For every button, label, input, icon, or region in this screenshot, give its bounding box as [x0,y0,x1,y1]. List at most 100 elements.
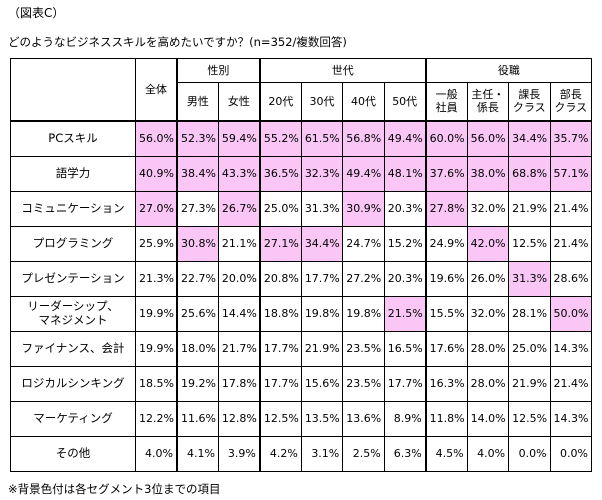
cell: 4.5% [424,435,468,472]
data-row: ファイナンス、会計 19.9% 18.0% 21.7% 17.7% 21.9% 23.5% 1… [10,330,593,367]
data-row: プログラミング 25.9% 30.8% 21.1% 27.1% 34.4% 24.7% 15.… [10,225,593,262]
cell: 42.0% [466,225,510,262]
cell: 27.3% [175,190,219,227]
cell: 60.0% [424,120,468,157]
cell: 19.2% [175,365,219,402]
cell: 15.6% [300,365,344,402]
cell: 14.0% [466,400,510,437]
cell: 27.2% [342,260,385,297]
cell: 56.0% [134,120,178,157]
cell: 19.8% [342,295,385,332]
cell: 26.0% [466,260,510,297]
cell: 12.2% [134,400,178,437]
cell: 27.1% [258,225,302,262]
cell: 20.8% [258,260,302,297]
cell: 52.3% [175,120,219,157]
data-row: PCスキル 56.0% 52.3% 59.4% 55.2% 61.5% 56.8% 49.4%… [10,120,593,157]
cell: 36.5% [258,155,302,192]
row-label: リーダーシップ、 マネジメント [10,295,136,332]
row-label: マーケティング [10,400,136,437]
cell: 24.7% [342,225,385,262]
cell: 31.3% [300,190,344,227]
cell: 32.0% [466,295,510,332]
cell: 14.4% [217,295,261,332]
data-row: 語学力 40.9% 38.4% 43.3% 36.5% 32.3% 49.4% 48.1% 37… [10,155,593,192]
row-label: ロジカルシンキング [10,365,136,402]
cell: 49.4% [342,155,385,192]
cell: 21.5% [383,295,427,332]
cell: 32.0% [466,190,510,227]
data-row: リーダーシップ、 マネジメント 19.9% 25.6% 14.4% 18.8% 19.8%… [10,295,593,332]
cell: 34.4% [508,120,551,157]
cell: 38.4% [175,155,219,192]
cell: 35.7% [549,120,593,157]
column-header: 40代 [342,82,385,122]
footnote: ※背景色付は各セグメント3位までの項目 [8,482,221,496]
cell: 12.5% [258,400,302,437]
cell: 24.9% [424,225,468,262]
column-header: 30代 [300,82,344,122]
cell: 13.6% [342,400,385,437]
cell: 19.9% [134,330,178,367]
column-header: 女性 [217,82,261,122]
cell: 19.8% [300,295,344,332]
cell: 8.9% [383,400,427,437]
cell: 11.8% [424,400,468,437]
cell: 26.7% [217,190,261,227]
cell: 21.3% [134,260,178,297]
cell: 11.6% [175,400,219,437]
data-table: 全体 性別 世代 役職 男性 女性 20代 30代 40代 50代 一般 社員 主任・ 係長 課長 クラ… [10,58,593,472]
cell: 17.8% [217,365,261,402]
cell: 55.2% [258,120,302,157]
cell: 34.4% [300,225,344,262]
corner-cell [10,58,136,122]
cell: 30.9% [342,190,385,227]
data-row: コミュニケーション 27.0% 27.3% 26.7% 25.0% 31.3% 30.9% 2… [10,190,593,227]
cell: 0.0% [549,435,593,472]
cell: 25.6% [175,295,219,332]
cell: 25.0% [508,330,551,367]
caption: （図表C） [8,6,65,20]
cell: 17.7% [258,330,302,367]
cell: 61.5% [300,120,344,157]
row-label: プログラミング [10,225,136,262]
cell: 13.5% [300,400,344,437]
column-header: 男性 [175,82,219,122]
cell: 0.0% [508,435,551,472]
cell: 59.4% [217,120,261,157]
row-label: プレゼンテーション [10,260,136,297]
cell: 28.6% [549,260,593,297]
group-header: 性別 [175,58,261,83]
cell: 30.8% [175,225,219,262]
cell: 48.1% [383,155,427,192]
cell: 4.0% [134,435,178,472]
cell: 25.0% [258,190,302,227]
cell: 31.3% [508,260,551,297]
cell: 21.7% [217,330,261,367]
cell: 21.9% [508,365,551,402]
cell: 2.5% [342,435,385,472]
cell: 15.5% [424,295,468,332]
column-header: 20代 [258,82,302,122]
cell: 4.1% [175,435,219,472]
data-row: マーケティング 12.2% 11.6% 12.8% 12.5% 13.5% 13.6% 8.9… [10,400,593,437]
cell: 12.5% [508,400,551,437]
column-header: 一般 社員 [424,82,468,122]
cell: 57.1% [549,155,593,192]
cell: 37.6% [424,155,468,192]
cell: 3.1% [300,435,344,472]
header-row: 全体 性別 世代 役職 [10,58,592,122]
cell: 21.4% [549,225,593,262]
cell: 49.4% [383,120,427,157]
cell: 20.3% [383,260,427,297]
header-row: 男性 女性 20代 30代 40代 50代 一般 社員 主任・ 係長 課長 クラス 部長 クラス [11,82,593,122]
cell: 56.8% [342,120,385,157]
cell: 18.8% [258,295,302,332]
cell: 15.2% [383,225,427,262]
cell: 28.0% [466,365,510,402]
column-header: 50代 [383,82,427,122]
cell: 19.6% [424,260,468,297]
cell: 6.3% [383,435,427,472]
data-row: プレゼンテーション 21.3% 22.7% 20.0% 20.8% 17.7% 27.2% 2… [10,260,593,297]
cell: 68.8% [508,155,551,192]
